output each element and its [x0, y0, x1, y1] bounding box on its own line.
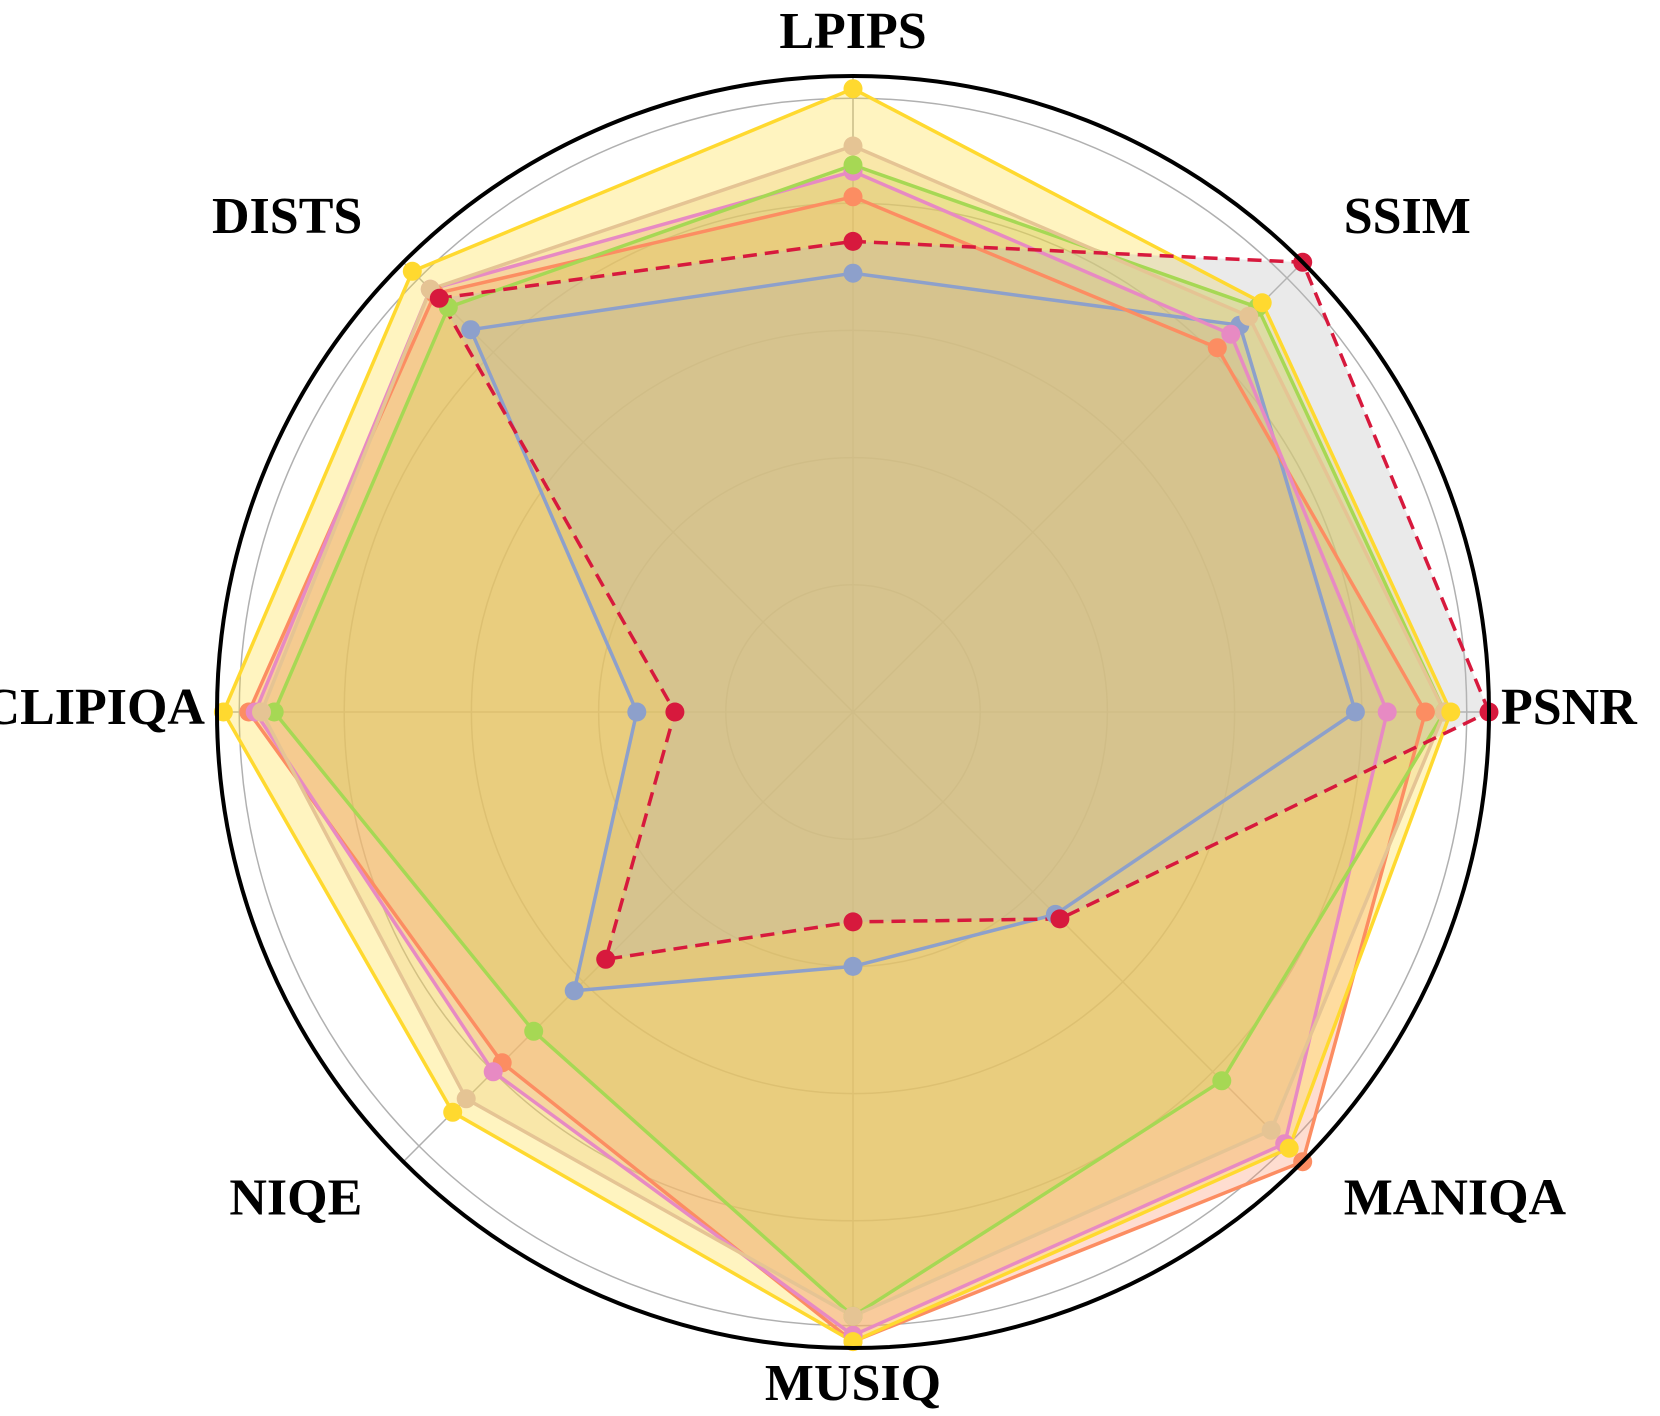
series-1-point-lpips: [843, 263, 863, 283]
series-7-point-maniqa: [1050, 909, 1070, 929]
series-2-point-ssim: [1207, 338, 1227, 358]
axis-label-psnr: PSNR: [1501, 679, 1638, 736]
series-6-point-maniqa: [1279, 1138, 1299, 1158]
series-1-point-niqe: [564, 981, 584, 1001]
series-7-point-musiq: [843, 912, 863, 932]
radar-outer-frame: [215, 74, 1491, 1350]
series-7-point-lpips: [843, 231, 863, 251]
series-6-point-psnr: [1441, 702, 1461, 722]
series-5-point-lpips: [843, 136, 863, 156]
series-3-area: [255, 171, 1388, 1336]
series-5-point-musiq: [843, 1306, 863, 1326]
axis-label-lpips: LPIPS: [779, 3, 926, 60]
axis-labels: PSNR SSIM LPIPS DISTS CLIPIQA NIQE MUSIQ MANIQA: [0, 3, 1638, 1412]
series-4-point-niqe: [524, 1021, 544, 1041]
series-6-point-niqe: [443, 1102, 463, 1122]
series-7-point-clipiqa: [665, 702, 685, 722]
axis-label-clipiqa: CLIPIQA: [0, 679, 205, 736]
axis-label-maniqa: MANIQA: [1344, 1170, 1567, 1227]
series-6-point-dists: [402, 261, 422, 281]
series-1-point-psnr: [1345, 702, 1365, 722]
series-2-point-lpips: [843, 187, 863, 207]
series-5-area: [261, 146, 1445, 1317]
series-2-point-psnr: [1415, 702, 1435, 722]
spoke-niqe: [402, 711, 854, 1163]
series-6-point-ssim: [1252, 293, 1272, 313]
axis-label-dists: DISTS: [212, 188, 362, 245]
axis-label-ssim: SSIM: [1344, 188, 1471, 245]
series-3-point-ssim: [1221, 324, 1241, 344]
spoke-dists: [402, 261, 854, 713]
axis-label-niqe: NIQE: [229, 1170, 362, 1227]
series-markers: [213, 79, 1499, 1352]
series-4-point-maniqa: [1212, 1071, 1232, 1091]
series-6-point-lpips: [843, 79, 863, 99]
series-4-point-lpips: [843, 155, 863, 175]
series-5-point-maniqa: [1261, 1120, 1281, 1140]
series-1-point-musiq: [843, 956, 863, 976]
series-7-area: [439, 241, 1489, 960]
series-5-point-clipiqa: [252, 702, 271, 722]
series-7-point-niqe: [596, 949, 616, 969]
series-5-point-niqe: [456, 1089, 476, 1109]
series-3-point-psnr: [1377, 702, 1397, 722]
series-3-point-niqe: [483, 1062, 503, 1082]
axis-label-musiq: MUSIQ: [765, 1355, 941, 1412]
series-1-point-dists: [461, 320, 481, 340]
series-1-point-clipiqa: [627, 702, 647, 722]
series-4-area: [274, 165, 1445, 1317]
series-5-point-ssim: [1239, 306, 1259, 326]
series-fills: [223, 88, 1489, 1342]
series-7-point-dists: [429, 288, 449, 308]
series-1-area: [470, 273, 1356, 991]
